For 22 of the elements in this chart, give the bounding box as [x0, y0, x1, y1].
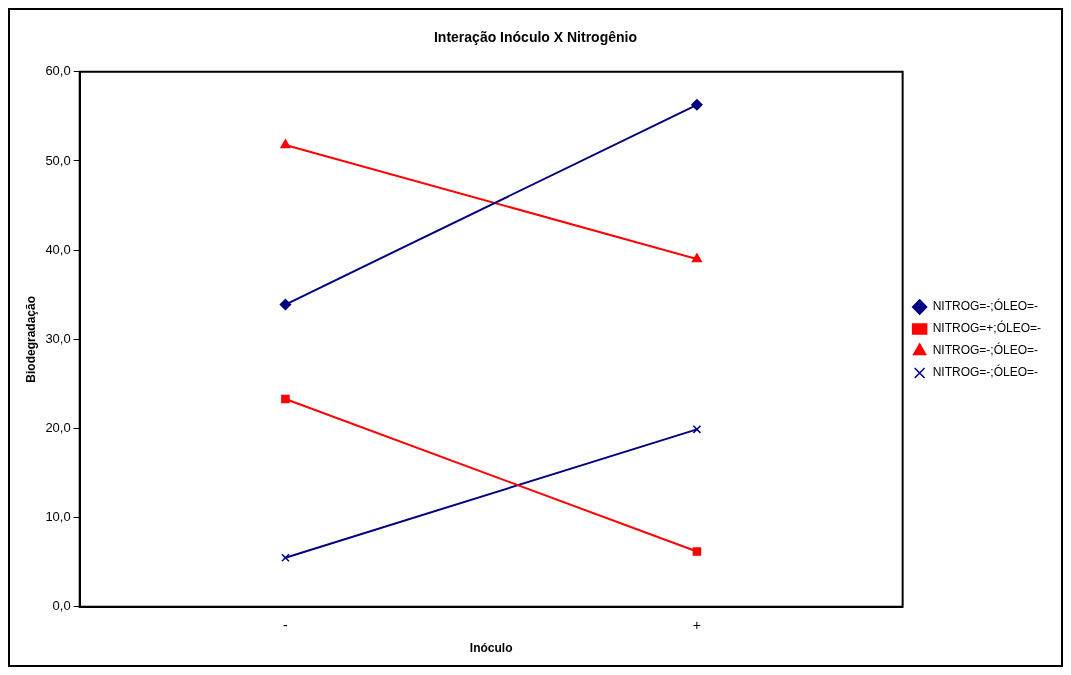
y-tick-label: 40,0 [45, 241, 71, 257]
point [692, 547, 702, 556]
point [279, 298, 292, 311]
legend-label: NITROG=-;ÓLEO=- [932, 364, 1038, 380]
point [692, 425, 702, 434]
x-axis-title: Inóculo [469, 641, 513, 656]
x-tick-label: + [692, 617, 701, 634]
y-tick-label: 0,0 [52, 598, 71, 614]
point [281, 394, 290, 404]
legend-label: NITROG=-;ÓLEO=- [932, 342, 1038, 358]
legend-label: NITROG=+;ÓLEO=- [932, 320, 1042, 336]
point [691, 99, 703, 111]
legend-label: NITROG=-;ÓLEO=- [932, 298, 1038, 314]
x-tick-label: - [283, 617, 289, 634]
point [281, 553, 290, 563]
y-tick-label: 20,0 [45, 420, 71, 436]
y-tick-label: 50,0 [45, 152, 71, 168]
y-axis-title: Biodegradação [23, 295, 38, 383]
y-tick-label: 10,0 [45, 509, 71, 525]
chart-title: Interação Inóculo X Nitrogênio [433, 29, 638, 46]
y-tick-label: 30,0 [45, 330, 71, 346]
y-tick-label: 60,0 [45, 63, 71, 79]
